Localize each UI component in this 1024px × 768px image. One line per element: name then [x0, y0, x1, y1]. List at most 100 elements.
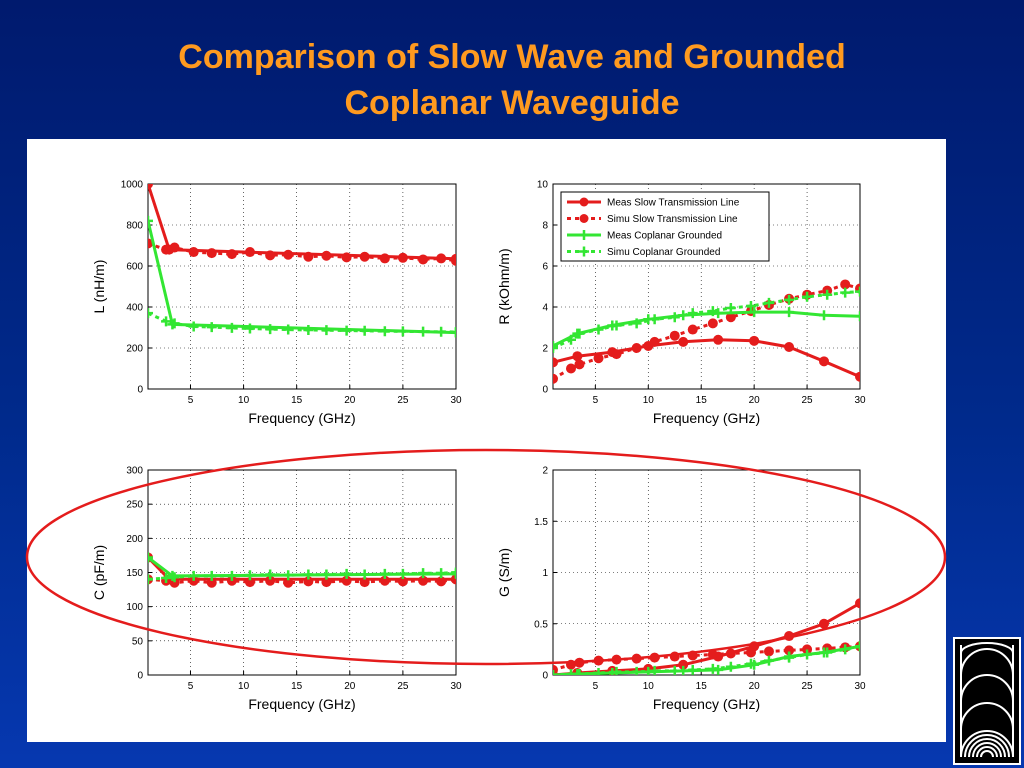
- data-point: [418, 326, 429, 337]
- data-point: [725, 648, 736, 659]
- x-tick-label: 30: [450, 681, 462, 692]
- y-tick-label: 1: [542, 568, 548, 579]
- data-point: [707, 318, 718, 329]
- data-point: [725, 303, 736, 314]
- y-tick-label: 0.5: [534, 619, 548, 630]
- data-point: [188, 247, 199, 258]
- y-tick-label: 100: [126, 602, 143, 613]
- legend-label: Meas Coplanar Grounded: [607, 231, 722, 242]
- data-point: [707, 649, 718, 660]
- legend: Meas Slow Transmission Line Simu Slow Tra…: [560, 191, 770, 262]
- x-tick-label: 5: [188, 681, 194, 692]
- data-point: [631, 653, 642, 664]
- data-point: [840, 287, 851, 298]
- y-tick-label: 250: [126, 500, 143, 511]
- data-point: [565, 659, 576, 670]
- data-point: [593, 324, 604, 335]
- data-point: [745, 647, 756, 658]
- axes-box: [147, 183, 457, 390]
- data-point: [303, 251, 314, 262]
- legend-marker: [579, 246, 589, 257]
- data-point: [784, 631, 795, 642]
- y-tick-label: 1000: [121, 180, 144, 191]
- data-point: [749, 307, 760, 318]
- data-point: [397, 252, 408, 263]
- x-tick-label: 5: [593, 395, 599, 406]
- data-point: [574, 668, 585, 675]
- y-tick-label: 150: [126, 568, 143, 579]
- data-point: [169, 242, 180, 253]
- data-point: [713, 334, 724, 345]
- x-tick-label: 25: [397, 681, 409, 692]
- series-line-meas-red: [553, 338, 860, 379]
- series-line-meas-green: [148, 220, 456, 335]
- data-point: [359, 325, 370, 336]
- data-point: [687, 650, 698, 661]
- series-group: [148, 184, 456, 338]
- x-tick-label: 20: [344, 681, 356, 692]
- data-point: [341, 325, 352, 336]
- data-point: [161, 244, 172, 255]
- y-tick-label: 10: [537, 180, 549, 191]
- data-point: [169, 318, 180, 329]
- data-point: [855, 371, 860, 382]
- data-point: [687, 664, 698, 675]
- y-axis-label: R (kOhm/m): [496, 248, 512, 324]
- data-point: [819, 618, 830, 629]
- data-point: [265, 324, 276, 335]
- y-tick-label: 0: [542, 671, 548, 682]
- data-point: [574, 328, 585, 339]
- x-tick-label: 30: [450, 395, 462, 406]
- data-point: [802, 291, 813, 302]
- x-axis-label: Frequency (GHz): [653, 696, 760, 712]
- data-point: [206, 322, 217, 333]
- data-point: [631, 318, 642, 329]
- y-tick-label: 600: [126, 262, 143, 273]
- data-point: [611, 349, 622, 360]
- data-point: [379, 253, 390, 264]
- data-point: [553, 373, 558, 384]
- legend-marker: [579, 197, 589, 207]
- data-point: [687, 308, 698, 319]
- data-point: [745, 300, 756, 311]
- data-point: [379, 326, 390, 337]
- data-point: [707, 306, 718, 317]
- legend-label: Simu Coplanar Grounded: [607, 247, 720, 258]
- y-tick-label: 200: [126, 534, 143, 545]
- data-point: [631, 343, 642, 353]
- data-point: [593, 667, 604, 675]
- x-tick-label: 15: [291, 395, 303, 406]
- y-tick-label: 1.5: [534, 517, 548, 528]
- data-point: [725, 312, 736, 323]
- y-tick-label: 200: [126, 344, 143, 355]
- y-tick-label: 6: [542, 262, 548, 273]
- data-point: [784, 307, 795, 318]
- concentric-arcs-logo-icon: [953, 637, 1021, 765]
- chart-L: 5 10 15 20 25 30 0 200 400 600 800 1000 Frequency (G…: [91, 180, 462, 427]
- data-point: [649, 314, 660, 325]
- data-point: [565, 668, 576, 675]
- data-point: [649, 336, 660, 347]
- y-tick-label: 400: [126, 303, 143, 314]
- data-point: [148, 308, 153, 319]
- slide-title: Comparison of Slow Wave and Grounded Cop…: [0, 34, 1024, 126]
- x-axis-label: Frequency (GHz): [248, 410, 355, 426]
- data-point: [784, 294, 795, 305]
- data-point: [678, 336, 689, 347]
- data-point: [611, 654, 622, 665]
- data-point: [436, 568, 447, 579]
- data-point: [784, 341, 795, 352]
- data-point: [397, 568, 408, 579]
- data-point: [321, 325, 332, 336]
- y-axis-label: G (S/m): [496, 548, 512, 597]
- y-tick-label: 4: [542, 303, 548, 314]
- slide-title-line-2: Coplanar Waveguide: [344, 84, 680, 122]
- figure-panel: 5 10 15 20 25 30 0 200 400 600 800 1000 Frequency (G…: [27, 139, 946, 742]
- y-tick-label: 0: [542, 385, 548, 396]
- y-tick-label: 800: [126, 221, 143, 232]
- y-tick-label: 2: [542, 466, 548, 477]
- data-point: [819, 356, 830, 367]
- legend-label: Simu Slow Transmission Line: [607, 214, 738, 225]
- legend-marker: [579, 214, 589, 223]
